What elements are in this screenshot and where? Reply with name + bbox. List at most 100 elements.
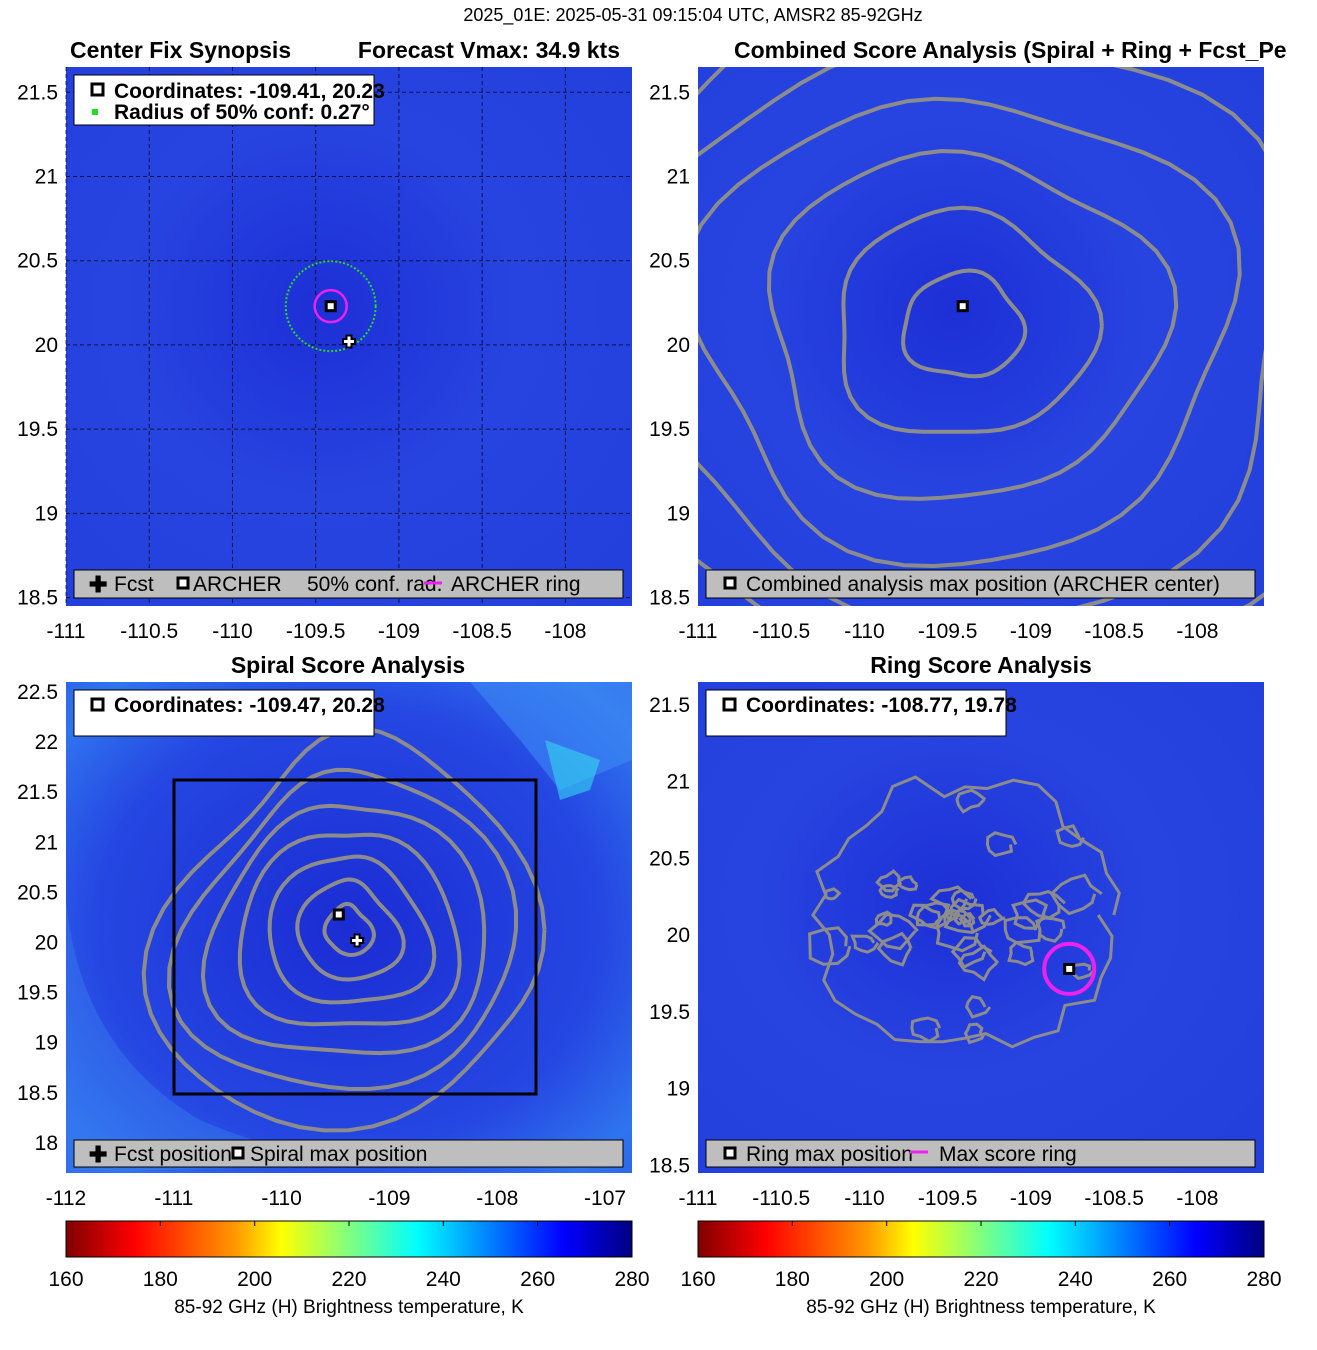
legend-fcst: Fcst [114, 573, 154, 596]
conf-dot-icon [92, 109, 98, 115]
x-tick-label: -109 [368, 1187, 410, 1210]
contour-line [878, 884, 900, 899]
contour-line [1049, 873, 1103, 916]
confidence-radius-circle [284, 260, 377, 353]
x-tick-label: -111 [679, 1187, 718, 1210]
contour-line [874, 910, 894, 927]
legend-spiral-max: Spiral max position [250, 1143, 427, 1166]
colorbar-tick-label: 280 [614, 1268, 649, 1291]
colorbar-tick-label: 260 [1152, 1268, 1187, 1291]
legend-conf-rad: 50% conf. rad. [307, 573, 442, 596]
ring-title: Ring Score Analysis [870, 652, 1092, 678]
combined-legend [705, 569, 1256, 599]
contour-line [808, 926, 852, 966]
center-square-inner [335, 911, 342, 918]
contour-line [934, 911, 979, 953]
contour-line [295, 877, 406, 982]
x-tick-label: -109 [378, 620, 420, 643]
contour-line [1007, 940, 1035, 967]
colorbar-tick-label: 260 [520, 1268, 555, 1291]
combined-max-marker [956, 300, 969, 313]
spiral-contours [141, 726, 547, 1133]
ring-coordinates: Coordinates: -108.77, 19.78 [746, 694, 1017, 717]
y-tick-label: 18.5 [17, 587, 58, 610]
spiral-plot-area [66, 682, 632, 1173]
contour-line [1003, 916, 1042, 945]
contour-line [977, 907, 1006, 926]
synopsis-title: Center Fix Synopsis [70, 37, 291, 63]
x-tick-label: -110 [261, 1187, 301, 1210]
y-tick-label: 19.5 [17, 982, 58, 1005]
contour-line [867, 912, 919, 951]
combined-y-ticks: 21.5 21 20.5 20 19.5 19 18.5 [649, 81, 690, 609]
y-tick-label: 19.5 [649, 1001, 690, 1024]
x-tick-label: -110.5 [752, 1187, 810, 1210]
y-tick-label: 20 [35, 334, 58, 357]
synopsis-coordinates: Coordinates: -109.41, 20.23 [114, 80, 385, 103]
contour-line [811, 775, 1121, 1049]
spiral-info-box [73, 689, 375, 737]
panel-spiral: -112 -111 -110 -109 -108 -107 22.5 22 21.5 21 20.… [17, 652, 632, 1210]
x-tick-label: -108.5 [1084, 1187, 1144, 1210]
y-tick-label: 20.5 [649, 847, 690, 870]
center-square-inner [327, 303, 334, 310]
y-tick-label: 21 [35, 831, 58, 854]
contour-line [166, 767, 518, 1092]
x-tick-label: -110.5 [120, 620, 178, 643]
y-tick-label: 20 [667, 924, 690, 947]
y-tick-label: 22 [35, 731, 58, 754]
colorbar-tick-label: 200 [869, 1268, 904, 1291]
spiral-coordinates: Coordinates: -109.47, 20.28 [114, 694, 385, 717]
colorbar-left-gradient [65, 1220, 633, 1258]
ring-x-ticks: -111 -110.5 -110 -109.5 -109 -108.5 -108 [679, 1187, 1219, 1210]
colorbar-right-gradient [697, 1220, 1265, 1258]
legend-ring-max: Ring max position [746, 1143, 913, 1166]
contour-line [1034, 916, 1066, 943]
contour-line [322, 901, 377, 958]
y-tick-label: 20 [667, 334, 690, 357]
y-tick-label: 18.5 [17, 1082, 58, 1105]
center-square-inner [1066, 965, 1073, 972]
contour-line [915, 904, 943, 927]
contour-line [141, 726, 547, 1133]
x-tick-label: -108 [476, 1187, 518, 1210]
x-tick-label: -108 [1176, 620, 1218, 643]
x-tick-label: -108.5 [452, 620, 512, 643]
x-tick-label: -108 [544, 620, 586, 643]
contour-line [876, 931, 913, 967]
spiral-fcst-marker [350, 933, 365, 948]
center-square-inner [959, 303, 966, 310]
y-tick-label: 20 [35, 932, 58, 955]
y-tick-label: 21 [35, 165, 58, 188]
x-tick-label: -111 [679, 620, 718, 643]
legend-fcst-position: Fcst position [114, 1143, 232, 1166]
x-tick-label: -109 [1010, 620, 1052, 643]
colorbar-left-label: 85-92 GHz (H) Brightness temperature, K [174, 1297, 524, 1318]
contour-line [955, 788, 987, 814]
y-tick-label: 18.5 [649, 1154, 690, 1177]
synopsis-conf-radius: Radius of 50% conf: 0.27° [114, 101, 370, 124]
archer-square-icon [723, 576, 737, 590]
spiral-band-lower [66, 900, 480, 1173]
legend-combined-max: Combined analysis max position (ARCHER c… [746, 573, 1220, 596]
synopsis-forecast-vmax: Forecast Vmax: 34.9 kts [358, 37, 620, 63]
contour-line [950, 888, 978, 911]
synopsis-y-ticks: 21.5 21 20.5 20 19.5 19 18.5 [17, 81, 58, 609]
y-tick-label: 18 [35, 1132, 58, 1155]
x-tick-label: -111 [47, 620, 86, 643]
ring-contours [808, 775, 1121, 1049]
archer-center-marker [324, 300, 337, 313]
x-tick-label: -112 [46, 1187, 86, 1210]
colorbar-left: 160 180 200 220 240 260 280 85-92 GHz (H) Brig… [48, 1220, 650, 1318]
archer-ring [313, 288, 348, 324]
y-tick-label: 22.5 [17, 681, 58, 704]
x-tick-label: -108.5 [1084, 620, 1144, 643]
x-tick-label: -110 [212, 620, 252, 643]
spiral-y-ticks: 22.5 22 21.5 21 20.5 20 19.5 19 18.5 18 [17, 681, 58, 1155]
contour-line [901, 268, 1028, 379]
contour-line [910, 1016, 942, 1044]
colorbar-tick-label: 220 [963, 1268, 998, 1291]
combined-x-ticks: -111 -110.5 -110 -109.5 -109 -108.5 -108 [679, 620, 1219, 643]
y-tick-label: 20.5 [17, 881, 58, 904]
panel-synopsis: -111 -110.5 -110 -109.5 -109 -108.5 -108 21.52… [17, 37, 632, 643]
